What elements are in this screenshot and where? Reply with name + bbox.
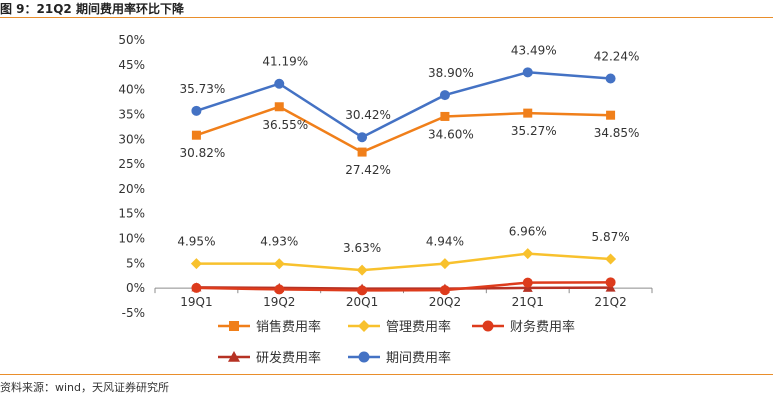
- y-tick-label-15: 15%: [118, 207, 145, 221]
- series-1-data-label-19q2: 4.93%: [260, 235, 298, 249]
- series-2-point-20q2: [439, 285, 450, 296]
- series-4-point-20q1: [357, 132, 368, 143]
- legend-3-label: 研发费用率: [256, 350, 321, 366]
- series-2-point-20q1: [357, 285, 368, 296]
- series-1-point-20q1: [356, 264, 368, 276]
- y-tick-label-10: 10%: [118, 232, 145, 246]
- x-tick-label-20q1: 20Q1: [346, 295, 378, 309]
- title-rule: [0, 17, 773, 18]
- series-1-point-19q2: [273, 258, 285, 270]
- series-4-data-label-21q2: 42.24%: [594, 50, 640, 64]
- series-0-data-label-19q1: 30.82%: [180, 146, 226, 160]
- series-4-data-label-19q1: 35.73%: [180, 82, 226, 96]
- figure-title: 图 9：21Q2 期间费用率环比下降: [0, 2, 184, 16]
- series-2-point-19q2: [274, 284, 285, 295]
- series-3-line: [196, 286, 611, 290]
- series-1-data-label-19q1: 4.95%: [177, 235, 215, 249]
- series-1-point-21q2: [605, 253, 617, 265]
- series-2-point-21q2: [605, 277, 616, 288]
- legend-2-swatch-marker: [482, 320, 494, 332]
- x-tick-label-21q1: 21Q1: [512, 295, 544, 309]
- expense-ratio-chart: -5% 0% 5% 10% 15% 20% 25% 30% 35% 40% 45% 50% 19Q1 19…: [118, 33, 653, 366]
- x-tick-label-20q2: 20Q2: [429, 295, 461, 309]
- legend-4-swatch-marker: [358, 351, 370, 363]
- series-0-point-20q1: [357, 147, 367, 157]
- series-0-data-label-21q2: 34.85%: [594, 126, 640, 140]
- legend-2-label: 财务费用率: [510, 319, 575, 335]
- series-0-data-label-19q2: 36.55%: [262, 118, 308, 132]
- series-4-point-19q1: [191, 105, 202, 116]
- series-2-point-21q1: [522, 277, 533, 288]
- legend-1-swatch-marker: [358, 320, 370, 332]
- legend-0-swatch-marker: [229, 321, 239, 331]
- y-tick-label-35: 35%: [118, 107, 145, 121]
- legend-3-swatch-marker: [228, 351, 240, 362]
- y-tick-label-5: 5%: [126, 256, 145, 270]
- series-0-point-19q1: [191, 130, 201, 140]
- series-2-line: [196, 281, 611, 292]
- source-note: 资料来源：wind，天风证券研究所: [0, 381, 170, 394]
- series-1-point-20q2: [439, 258, 451, 270]
- x-tick-label-19q2: 19Q2: [263, 295, 295, 309]
- series-4-data-label-20q2: 38.90%: [428, 66, 474, 80]
- series-1-data-label-20q1: 3.63%: [343, 241, 381, 255]
- legend-0-label: 销售费用率: [256, 319, 321, 335]
- series-1-data-label-21q1: 6.96%: [509, 225, 547, 239]
- series-4-data-label-19q2: 41.19%: [262, 55, 308, 69]
- legend-1-label: 管理费用率: [386, 319, 451, 335]
- series-4-point-21q2: [605, 73, 616, 84]
- series-0-point-21q2: [606, 110, 616, 120]
- y-tick-label-45: 45%: [118, 58, 145, 72]
- series-4-point-19q2: [274, 78, 285, 89]
- y-tick-label-5: -5%: [122, 306, 145, 320]
- series-4-data-label-20q1: 30.42%: [345, 108, 391, 122]
- legend-4-label: 期间费用率: [386, 350, 451, 366]
- source-rule: [0, 374, 773, 375]
- series-2-point-19q1: [191, 282, 202, 293]
- series-0-line: [196, 105, 611, 154]
- series-0-data-label-20q1: 27.42%: [345, 163, 391, 177]
- series-4-point-21q1: [522, 67, 533, 78]
- series-1-point-19q1: [190, 258, 202, 270]
- y-tick-label-40: 40%: [118, 83, 145, 97]
- series-4-point-20q2: [439, 90, 450, 101]
- series-4-line: [196, 71, 611, 139]
- series-1-point-21q1: [522, 248, 534, 260]
- series-0-data-label-20q2: 34.60%: [428, 127, 474, 141]
- series-0-data-label-21q1: 35.27%: [511, 124, 557, 138]
- y-tick-label-30: 30%: [118, 132, 145, 146]
- series-0-point-19q2: [274, 102, 284, 112]
- y-tick-label-50: 50%: [118, 33, 145, 47]
- series-0-point-20q2: [440, 111, 450, 121]
- x-tick-label-21q2: 21Q2: [594, 295, 626, 309]
- series-1-data-label-20q2: 4.94%: [426, 235, 464, 249]
- series-1-line: [196, 252, 611, 272]
- y-tick-label-25: 25%: [118, 157, 145, 171]
- series-1-data-label-21q2: 5.87%: [592, 230, 630, 244]
- y-tick-label-20: 20%: [118, 182, 145, 196]
- x-tick-label-19q1: 19Q1: [180, 295, 212, 309]
- y-tick-label-0: 0%: [126, 281, 145, 295]
- series-0-point-21q1: [523, 108, 533, 118]
- series-4-data-label-21q1: 43.49%: [511, 43, 557, 57]
